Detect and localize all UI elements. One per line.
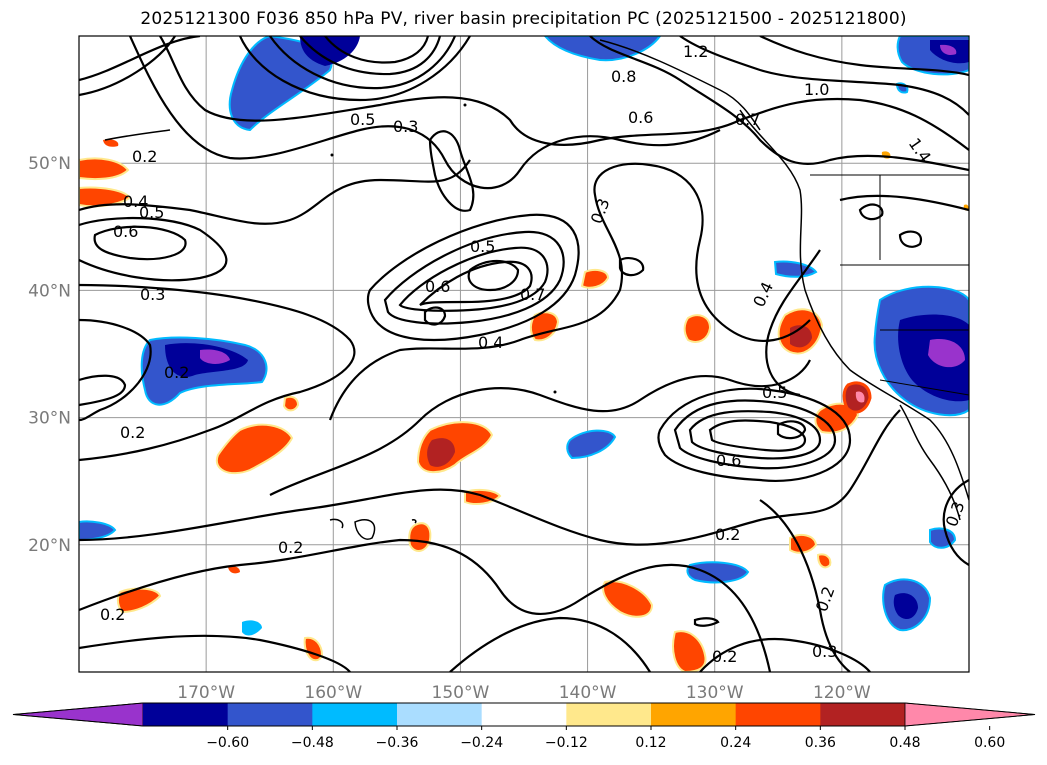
neg-blob — [242, 620, 262, 636]
contour-label: 0.4 — [478, 333, 503, 352]
contour-label: 0.3 — [140, 285, 165, 304]
colorbar-segment — [651, 703, 737, 726]
pv-contours — [79, 36, 969, 672]
colorbar-segment — [566, 703, 652, 726]
pos-blob — [103, 139, 119, 147]
pos-blob — [683, 314, 712, 343]
contour-label: 0.3 — [812, 642, 837, 661]
colorbar-tick-label: 0.24 — [720, 735, 751, 751]
contour-label: 0.2 — [120, 423, 145, 442]
pos-blob — [79, 186, 132, 208]
pos-blob — [529, 311, 560, 342]
colorbar-tick-label: 0.12 — [635, 735, 666, 751]
lon-tick-label: 150°W — [432, 683, 490, 703]
neg-blob — [200, 349, 230, 364]
neg-blob — [940, 44, 957, 55]
pos-blob — [79, 157, 130, 180]
colorbar-tick-label: −0.60 — [206, 735, 249, 751]
contour-label: 0.5 — [762, 383, 787, 402]
pos-blob — [427, 438, 455, 467]
contour-label: 0.2 — [278, 538, 303, 557]
contour-label: 0.6 — [425, 277, 450, 296]
contour-label: 0.5 — [470, 237, 495, 256]
lat-tick-label: 40°N — [28, 281, 71, 301]
contour-label: 0.5 — [350, 110, 375, 129]
lat-tick-label: 50°N — [28, 154, 71, 174]
contour-label: 0.2 — [712, 647, 737, 666]
pos-blob — [580, 269, 610, 289]
contour-label: 0.2 — [100, 605, 125, 624]
colorbar-extend-high — [904, 702, 1036, 727]
colorbar-extend-low — [12, 702, 144, 727]
colorbar-segment — [397, 703, 483, 726]
contour-label: 0.3 — [393, 117, 418, 136]
pos-blob — [116, 587, 162, 614]
lat-tick-label: 20°N — [28, 536, 71, 556]
lon-tick-label: 160°W — [304, 683, 362, 703]
contour-label: 0.6 — [716, 451, 741, 470]
pos-blob — [789, 533, 818, 554]
pos-blob — [215, 423, 294, 475]
colorbar-outline — [12, 702, 1036, 727]
colorbar-tick-label: −0.12 — [545, 735, 588, 751]
lon-tick-label: 140°W — [559, 683, 617, 703]
map-frame — [78, 35, 970, 673]
contour-label: 0.4 — [123, 192, 148, 211]
contour-label: 0.7 — [735, 110, 760, 129]
lon-tick-label: 120°W — [813, 683, 871, 703]
pos-blob — [855, 391, 865, 403]
colorbar-segment — [735, 703, 821, 726]
colorbar-tick-label: −0.48 — [291, 735, 334, 751]
neg-blob — [686, 561, 750, 584]
pos-blob — [408, 522, 432, 552]
latitude-labels: 50°N 40°N 30°N 20°N — [28, 154, 71, 556]
colorbar-segment — [143, 703, 229, 726]
lat-tick-label: 30°N — [28, 409, 71, 429]
colorbar-segment — [227, 703, 313, 726]
islands — [330, 103, 557, 394]
longitude-labels: 170°W 160°W 150°W 140°W 130°W 120°W — [177, 683, 871, 703]
pos-blob — [816, 553, 832, 569]
neg-blob — [300, 36, 360, 66]
contour-label: 0.5 — [139, 203, 164, 222]
pos-blob — [228, 566, 240, 574]
colorbar: −0.60 −0.48 −0.36 −0.24 −0.12 0.12 0.24 0.36 0.4… — [12, 702, 1036, 751]
coastlines — [104, 39, 969, 540]
lon-tick-label: 170°W — [177, 683, 235, 703]
contour-label: 0.7 — [520, 285, 545, 304]
colorbar-segment — [820, 703, 906, 726]
colorbar-segment — [481, 703, 567, 726]
neg-blob — [543, 36, 662, 62]
colorbar-tick-label: −0.36 — [376, 735, 419, 751]
colorbar-tick-label: 0.36 — [805, 735, 836, 751]
neg-blob — [773, 260, 818, 278]
colorbar-tick-label: 0.60 — [974, 735, 1005, 751]
contour-label: 1.0 — [804, 80, 829, 99]
contour-label: 0.6 — [113, 222, 138, 241]
neg-blob — [566, 429, 617, 460]
colorbar-segment — [312, 703, 398, 726]
neg-blob — [893, 593, 918, 620]
neg-blob — [928, 339, 965, 368]
contour-label: 0.2 — [132, 147, 157, 166]
map-title: 2025121300 F036 850 hPa PV, river basin … — [140, 9, 907, 29]
contour-label: 0.8 — [611, 67, 636, 86]
pos-blob — [602, 580, 654, 618]
pos-blob — [282, 395, 300, 412]
colorbar-tick-label: 0.48 — [889, 735, 920, 751]
contour-label: 1.2 — [683, 42, 708, 61]
contour-label: 0.2 — [715, 525, 740, 544]
colorbar-tick-label: −0.24 — [460, 735, 503, 751]
contour-label: 0.2 — [164, 363, 189, 382]
pos-blob — [672, 630, 707, 672]
lon-tick-label: 130°W — [686, 683, 744, 703]
contour-label: 0.6 — [628, 108, 653, 127]
